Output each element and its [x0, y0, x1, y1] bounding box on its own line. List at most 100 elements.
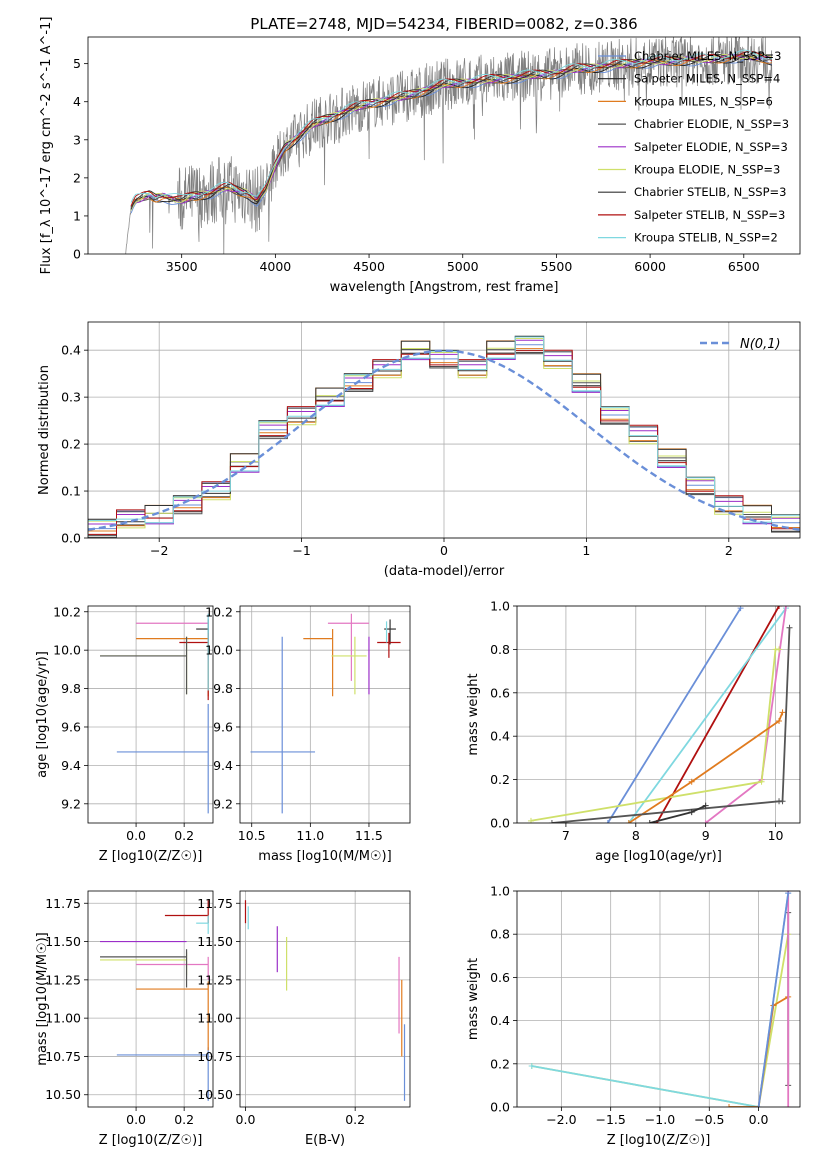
x-tick-label: 5500: [541, 259, 573, 274]
age-vs-Z-axes: 0.0 0.2 9.2 9.4 9.6 9.8 10.0 10.2 Z [log10(Z/Z☉)…: [35, 604, 213, 864]
y-tick-label: 0.4: [490, 729, 510, 744]
mass-weight-marker: [776, 646, 783, 653]
y-tick-label: 10.0: [205, 643, 233, 658]
error-bar-point: [331, 636, 367, 695]
x-tick-label: 0.0: [749, 1112, 769, 1127]
mass-weight-vs-age-lines: [527, 606, 793, 823]
y-axis-label: mass weight: [466, 673, 481, 755]
error-bar-point: [136, 956, 209, 980]
y-tick-label: 9.8: [213, 681, 233, 696]
mass-weight-marker: [755, 1104, 762, 1107]
x-tick-label: 5000: [447, 259, 479, 274]
y-tick-label: 0.6: [490, 970, 510, 985]
x-tick-label: 0.2: [174, 828, 194, 843]
y-tick-label: 10.75: [45, 1049, 81, 1064]
mass-weight-marker: [548, 820, 555, 823]
x-tick-label: −0.5: [694, 1112, 724, 1127]
y-tick-label: 11.50: [197, 934, 233, 949]
y-tick-label: 4: [73, 94, 81, 109]
x-tick-label: 7: [562, 828, 570, 843]
age-vs-mass-axes: 10.5 11.0 11.5 9.2 9.4 9.6 9.8 10.0 10.2 mass [lo…: [205, 604, 410, 864]
axes-frame: [87, 321, 801, 539]
y-tick-label: 11.50: [45, 934, 81, 949]
x-axis-label: mass [log10(M/M☉)]: [258, 849, 391, 864]
mass-weight-marker: [528, 1062, 535, 1069]
legend-label: Salpeter MILES, N_SSP=4: [634, 72, 780, 86]
mass-vs-EBV-axes: 0.0 0.2 10.50 10.75 11.00 11.25 11.50 11.75 E(B-…: [197, 891, 410, 1148]
y-tick-label: 10.50: [45, 1087, 81, 1102]
x-tick-label: 3500: [166, 259, 198, 274]
x-axis-label: wavelength [Angstrom, rest frame]: [330, 280, 559, 295]
error-bar-point: [377, 632, 401, 658]
mass-weight-marker: [758, 778, 765, 785]
y-tick-label: 0.0: [490, 1100, 510, 1115]
y-tick-label: 10.2: [53, 604, 81, 619]
y-tick-label: 9.6: [213, 719, 233, 734]
normal-reference-curve: [88, 349, 800, 531]
y-tick-label: 11.00: [197, 1011, 233, 1026]
x-axis-label: Z [log10(Z/Z☉)]: [99, 1133, 203, 1148]
mass-weight-marker: [779, 798, 786, 805]
mass-vs-EBV-points: [244, 900, 406, 1101]
mass-weight-vs-Z-axes: −2.0 −1.5 −1.0 −0.5 0.0 0.0 0.2 0.4 0.6 0.8 1.0 Z […: [466, 884, 800, 1148]
y-tick-label: 0.3: [61, 390, 81, 405]
y-tick-label: 0.6: [490, 685, 510, 700]
y-tick-label: 0.2: [61, 437, 81, 452]
model-spectrum-line: [130, 54, 772, 210]
x-tick-label: 0.0: [126, 1112, 146, 1127]
spectrum-plot: [125, 37, 773, 254]
model-spectrum-line: [130, 50, 773, 207]
age-vs-Z-points: [100, 613, 209, 814]
spectrum-legend: Chabrier MILES, N_SSP=3 Salpeter MILES, N…: [598, 49, 789, 245]
mass-weight-marker: [604, 820, 611, 823]
mass-weight-marker: [702, 820, 709, 823]
y-tick-label: 10.75: [197, 1049, 233, 1064]
x-tick-label: −2: [150, 543, 168, 558]
y-tick-label: 0.8: [490, 927, 510, 942]
error-bar-point: [327, 613, 369, 681]
x-tick-label: −1: [292, 543, 310, 558]
mass-weight-line: [656, 606, 780, 823]
y-tick-label: 11.25: [45, 972, 81, 987]
y-tick-label: 11.00: [45, 1011, 81, 1026]
y-tick-label: 1.0: [490, 884, 510, 899]
y-tick-label: 9.8: [61, 681, 81, 696]
observed-spectrum-line: [125, 37, 773, 254]
y-tick-label: 9.2: [61, 796, 81, 811]
legend-label: Kroupa STELIB, N_SSP=2: [634, 231, 778, 245]
legend-label: Salpeter ELODIE, N_SSP=3: [634, 140, 788, 154]
y-tick-label: 0.0: [61, 531, 81, 546]
x-tick-label: 4500: [353, 259, 385, 274]
x-tick-label: 9: [702, 828, 710, 843]
y-tick-label: 0.1: [61, 484, 81, 499]
mass-weight-marker: [783, 606, 790, 609]
mass-vs-Z-axes: 0.0 0.2 10.50 10.75 11.00 11.25 11.50 11.75 Z [l…: [35, 891, 213, 1148]
residuals-plot: [88, 335, 800, 538]
x-tick-label: 10: [768, 828, 784, 843]
y-tick-label: 11.75: [45, 896, 81, 911]
axes-frame: [516, 605, 801, 824]
mass-weight-marker: [726, 1104, 733, 1107]
legend-label: Kroupa MILES, N_SSP=6: [634, 94, 773, 108]
error-bar-point: [196, 915, 209, 934]
y-axis-label: Normed distribution: [37, 365, 52, 495]
legend-label: Chabrier MILES, N_SSP=3: [634, 49, 781, 63]
model-spectrum-line: [130, 54, 772, 208]
mass-weight-marker: [786, 624, 793, 631]
x-tick-label: 0: [440, 543, 448, 558]
y-axis-label: mass [log10(M/M☉)]: [35, 932, 50, 1065]
y-tick-label: 11.75: [197, 896, 233, 911]
mass-weight-marker: [646, 820, 653, 823]
y-tick-label: 0.8: [490, 642, 510, 657]
axes-frame: [87, 36, 801, 255]
x-tick-label: 4000: [259, 259, 291, 274]
x-axis-label: Z [log10(Z/Z☉)]: [607, 1133, 711, 1148]
error-bar-point: [116, 703, 209, 814]
x-tick-label: −1.0: [645, 1112, 675, 1127]
legend-label: Kroupa ELODIE, N_SSP=3: [634, 163, 780, 177]
y-tick-label: 0.2: [490, 1056, 510, 1071]
axes-frame: [239, 605, 411, 824]
legend-label: Chabrier ELODIE, N_SSP=3: [634, 117, 789, 131]
y-tick-label: 2: [73, 170, 81, 185]
figure-title: PLATE=2748, MJD=54234, FIBERID=0082, z=0…: [250, 15, 637, 33]
